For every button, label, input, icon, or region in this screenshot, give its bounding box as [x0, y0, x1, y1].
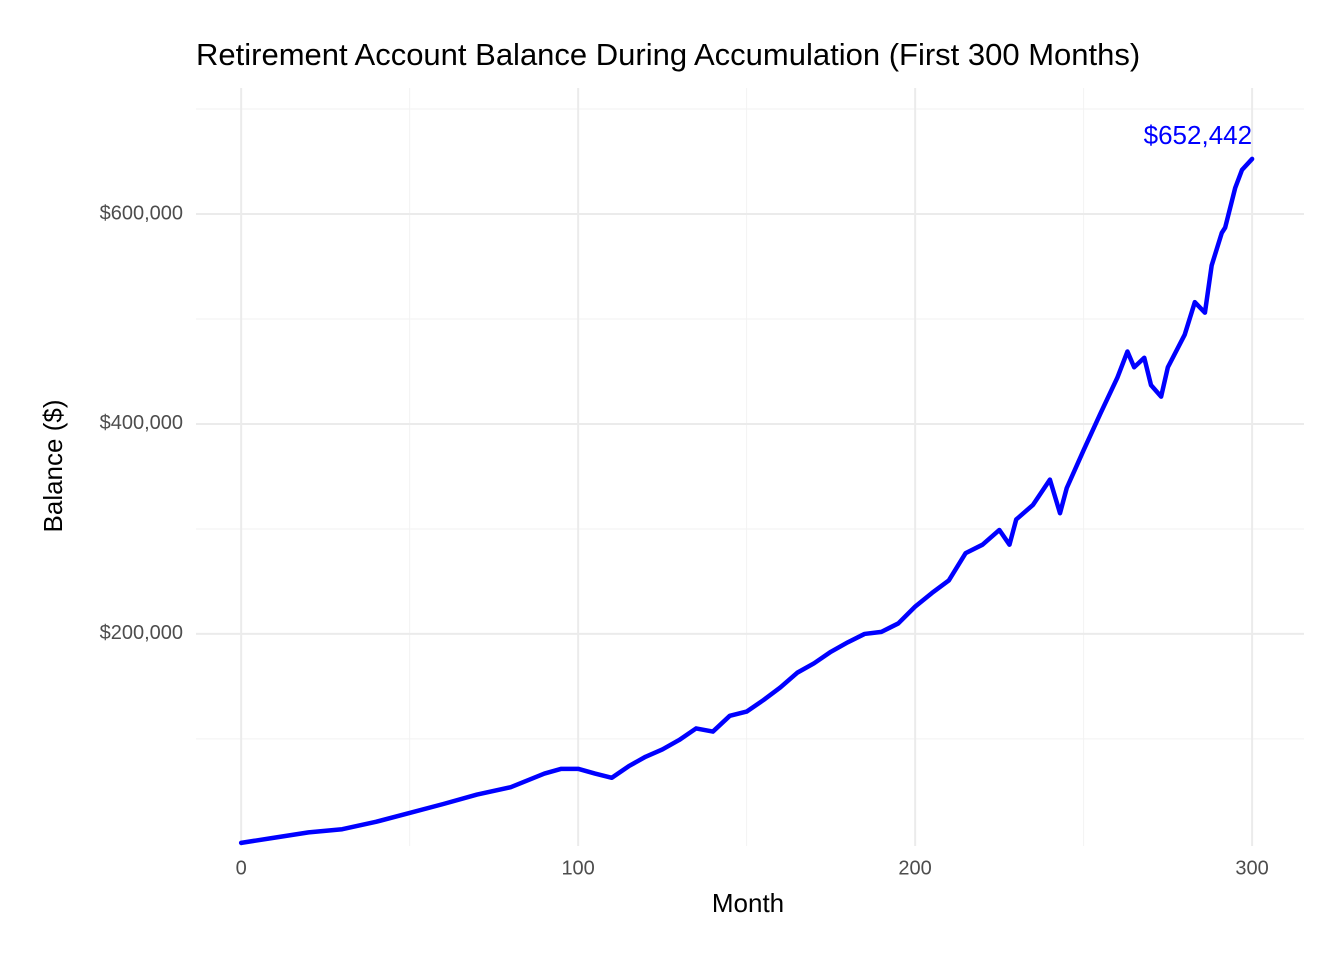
y-tick-label: $600,000 [100, 202, 183, 224]
x-tick-label: 300 [1235, 857, 1268, 879]
y-tick-label: $200,000 [100, 622, 183, 644]
x-tick-label: 0 [236, 857, 247, 879]
value-label: $652,442 [1144, 120, 1252, 150]
x-axis-title: Month [712, 888, 784, 918]
x-tick-label: 200 [898, 857, 931, 879]
y-axis-title: Balance ($) [38, 400, 68, 533]
chart-title: Retirement Account Balance During Accumu… [196, 37, 1140, 72]
x-tick-label: 100 [561, 857, 594, 879]
y-tick-label: $400,000 [100, 412, 183, 434]
line-series [238, 156, 1255, 846]
